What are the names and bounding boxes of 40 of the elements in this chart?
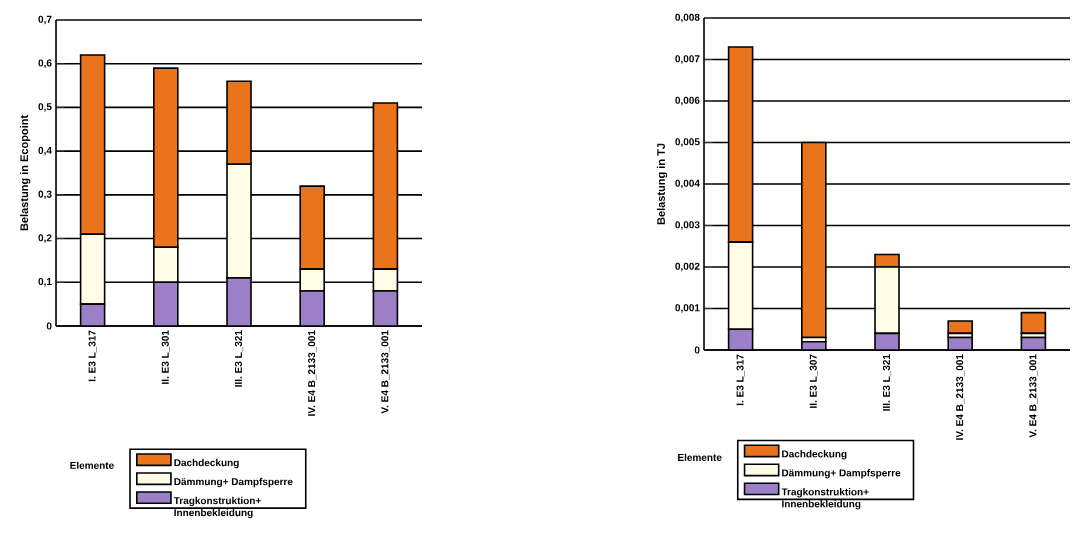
y-tick-label: 0,002 [675,262,700,272]
y-axis-title: Belastung in TJ [656,143,668,225]
y-tick-label: 0,3 [38,190,52,200]
y-tick-label: 0,4 [38,146,52,156]
y-axis-title: Belastung in Ecopoint [20,115,31,231]
bar [947,320,973,335]
y-tick-label: 0 [46,322,52,330]
x-tick-label: V. E4 B_2133_001 [381,330,390,414]
y-tick-label: 0 [694,346,700,354]
y-tick-label: 0,6 [38,59,52,68]
y-tick-label: 0,007 [675,55,700,64]
legend-label: Tragkonstruktion+ Innenbekleidung [781,488,869,510]
y-tick-label: 0,2 [38,234,52,243]
legend-title: Elemente [678,453,722,461]
legend-label: Dämmung+ Dampfsperre [782,469,901,479]
x-tick-label: II. E3 L_307 [809,354,818,408]
bar [801,141,827,339]
legend-label: Tragkonstruktion+ Innenbekleidung [173,496,261,519]
y-tick-label: 0,006 [675,96,700,106]
y-tick-label: 0,003 [675,221,700,230]
y-tick-label: 0,7 [38,15,52,25]
legend-label: Dämmung+ Dampfsperre [174,477,293,488]
y-tick-label: 0,004 [675,179,700,189]
x-tick-label: II. E3 L_301 [161,330,170,384]
x-tick-label: I. E3 L_317 [736,354,745,406]
x-tick-label: I. E3 L_317 [88,330,97,382]
x-tick-label: IV. E4 B_2133_001 [956,354,965,440]
bar [1020,311,1047,335]
y-tick-label: 0,005 [675,138,700,147]
y-tick-label: 0,5 [38,103,52,112]
x-tick-label: IV. E4 B_2133_001 [308,330,317,416]
y-tick-label: 0,008 [675,13,700,23]
x-tick-label: III. E3 L_321 [882,354,892,411]
y-tick-label: 0,001 [675,304,700,313]
legend-label: Dachdeckung [782,450,847,460]
legend-label: Dachdeckung [174,458,239,469]
y-tick-label: 0,1 [38,278,52,287]
x-tick-label: V. E4 B_2133_001 [1029,354,1038,438]
legend-title: Elemente [70,461,114,469]
x-tick-label: III. E3 L_321 [234,330,244,387]
